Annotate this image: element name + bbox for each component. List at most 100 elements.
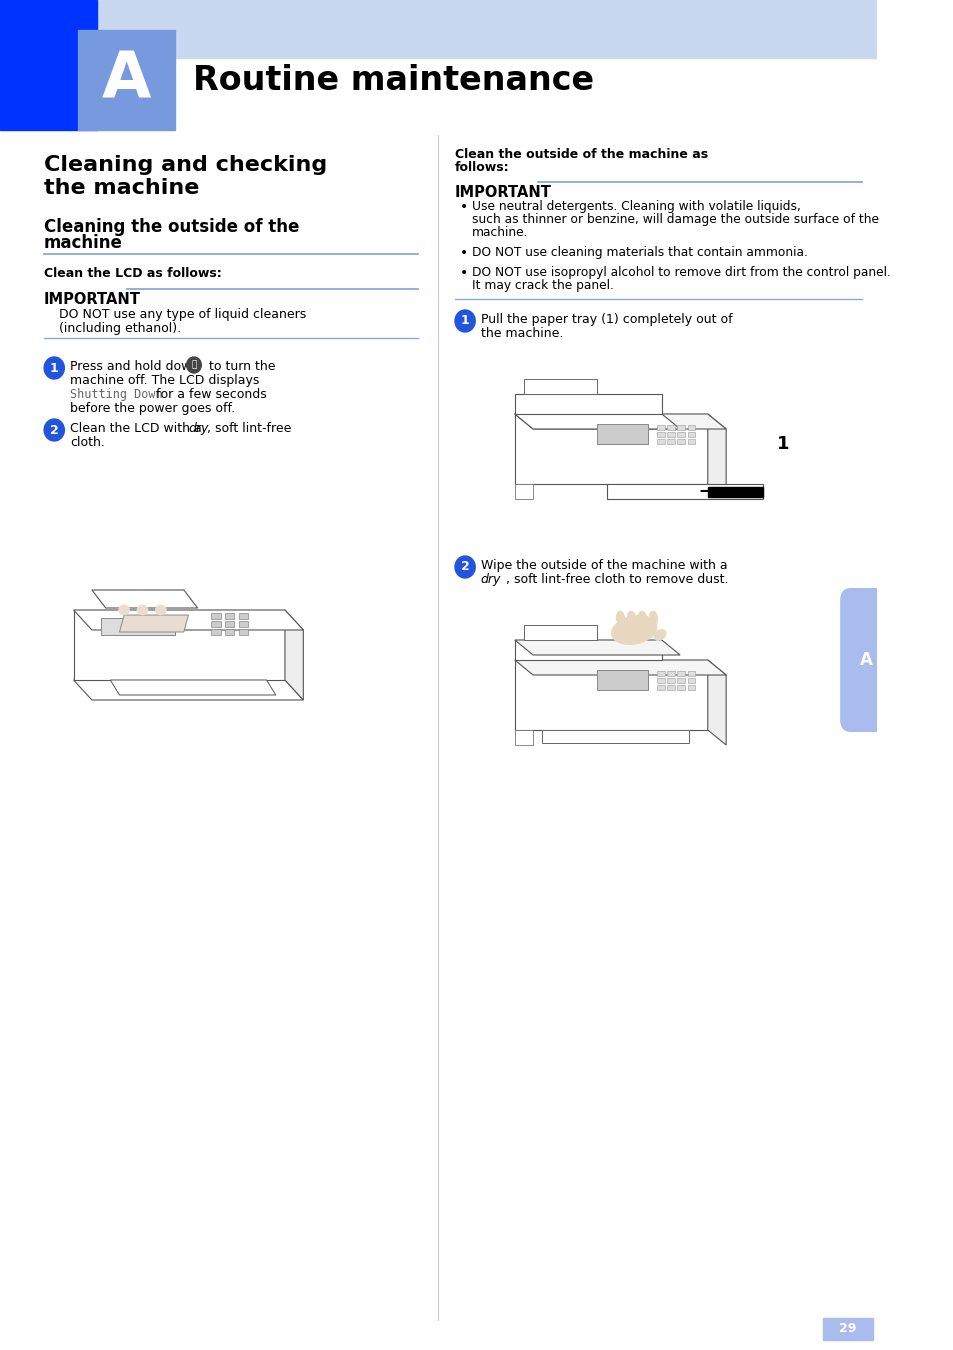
Text: 1: 1 xyxy=(776,435,788,454)
Polygon shape xyxy=(515,640,679,655)
Polygon shape xyxy=(119,616,189,632)
Bar xyxy=(78,30,174,130)
Bar xyxy=(667,425,674,431)
Bar xyxy=(667,432,674,437)
Bar xyxy=(225,613,234,620)
Polygon shape xyxy=(515,660,707,730)
Text: machine off. The LCD displays: machine off. The LCD displays xyxy=(70,374,259,387)
Text: before the power goes off.: before the power goes off. xyxy=(70,402,234,414)
Text: the machine.: the machine. xyxy=(480,327,562,340)
Bar xyxy=(515,485,533,500)
Text: A: A xyxy=(859,651,871,670)
Bar xyxy=(821,1318,872,1341)
Text: Clean the outside of the machine as: Clean the outside of the machine as xyxy=(455,148,707,161)
Bar xyxy=(687,425,694,431)
Text: Routine maintenance: Routine maintenance xyxy=(193,63,594,96)
Polygon shape xyxy=(515,640,661,660)
Text: •: • xyxy=(459,266,467,279)
Text: DO NOT use isopropyl alcohol to remove dirt from the control panel.: DO NOT use isopropyl alcohol to remove d… xyxy=(471,266,889,279)
Ellipse shape xyxy=(649,612,657,625)
Polygon shape xyxy=(606,485,762,500)
Bar xyxy=(667,439,674,444)
Polygon shape xyxy=(541,730,689,742)
Bar xyxy=(687,432,694,437)
Polygon shape xyxy=(515,414,679,429)
Bar xyxy=(667,671,674,676)
Text: , soft lint-free: , soft lint-free xyxy=(207,423,291,435)
Text: It may crack the panel.: It may crack the panel. xyxy=(471,279,613,292)
Text: Cleaning and checking: Cleaning and checking xyxy=(44,155,327,176)
Text: IMPORTANT: IMPORTANT xyxy=(455,185,551,200)
Polygon shape xyxy=(73,680,303,701)
Bar xyxy=(239,629,248,634)
Bar xyxy=(239,621,248,626)
Bar xyxy=(687,684,694,690)
Bar xyxy=(667,684,674,690)
Text: DO NOT use any type of liquid cleaners: DO NOT use any type of liquid cleaners xyxy=(59,308,306,321)
Text: such as thinner or benzine, will damage the outside surface of the: such as thinner or benzine, will damage … xyxy=(471,213,878,225)
Bar xyxy=(677,684,684,690)
Text: •: • xyxy=(459,200,467,215)
Text: Press and hold down: Press and hold down xyxy=(70,360,203,373)
Ellipse shape xyxy=(118,605,130,616)
Circle shape xyxy=(44,418,64,441)
Text: DO NOT use cleaning materials that contain ammonia.: DO NOT use cleaning materials that conta… xyxy=(471,246,806,259)
Bar xyxy=(657,678,664,683)
Text: Clean the LCD as follows:: Clean the LCD as follows: xyxy=(44,267,222,279)
Bar xyxy=(667,678,674,683)
Text: machine.: machine. xyxy=(471,225,528,239)
Polygon shape xyxy=(101,618,174,634)
Text: , soft lint-free cloth to remove dust.: , soft lint-free cloth to remove dust. xyxy=(506,572,728,586)
Circle shape xyxy=(455,310,475,332)
Polygon shape xyxy=(523,379,597,394)
Text: 2: 2 xyxy=(460,560,469,574)
Circle shape xyxy=(44,356,64,379)
Ellipse shape xyxy=(638,612,646,625)
Bar xyxy=(657,425,664,431)
Polygon shape xyxy=(523,625,597,640)
Text: Shutting Down: Shutting Down xyxy=(70,387,162,401)
Bar xyxy=(687,439,694,444)
Text: IMPORTANT: IMPORTANT xyxy=(44,292,141,306)
Bar xyxy=(657,432,664,437)
Circle shape xyxy=(455,556,475,578)
Ellipse shape xyxy=(155,605,166,616)
Text: to turn the: to turn the xyxy=(205,360,275,373)
Bar xyxy=(677,432,684,437)
Polygon shape xyxy=(73,610,303,630)
Text: follows:: follows: xyxy=(455,161,509,174)
Polygon shape xyxy=(73,610,285,680)
Polygon shape xyxy=(707,487,762,497)
Text: cloth.: cloth. xyxy=(70,436,105,450)
Bar xyxy=(677,439,684,444)
Text: for a few seconds: for a few seconds xyxy=(152,387,266,401)
Bar xyxy=(225,621,234,626)
Text: dry: dry xyxy=(189,423,209,435)
Polygon shape xyxy=(111,680,275,695)
Ellipse shape xyxy=(616,612,624,625)
Polygon shape xyxy=(515,394,661,414)
Bar xyxy=(212,629,220,634)
Text: Use neutral detergents. Cleaning with volatile liquids,: Use neutral detergents. Cleaning with vo… xyxy=(471,200,800,213)
Polygon shape xyxy=(515,660,725,675)
Ellipse shape xyxy=(137,605,148,616)
Bar xyxy=(225,629,234,634)
Polygon shape xyxy=(707,414,725,500)
Bar xyxy=(687,671,694,676)
Polygon shape xyxy=(707,660,725,745)
Bar xyxy=(0,0,876,58)
Text: (including ethanol).: (including ethanol). xyxy=(59,323,181,335)
FancyBboxPatch shape xyxy=(840,589,891,732)
Polygon shape xyxy=(285,610,303,701)
Text: Pull the paper tray (1) completely out of: Pull the paper tray (1) completely out o… xyxy=(480,313,732,325)
Bar xyxy=(0,0,96,130)
Text: the machine: the machine xyxy=(44,178,199,198)
Bar xyxy=(212,621,220,626)
Text: ⏻: ⏻ xyxy=(191,360,196,370)
Bar xyxy=(515,730,533,745)
Bar xyxy=(657,439,664,444)
Ellipse shape xyxy=(627,612,635,625)
Bar xyxy=(597,670,647,690)
Text: dry: dry xyxy=(480,572,500,586)
Text: 1: 1 xyxy=(460,315,469,328)
